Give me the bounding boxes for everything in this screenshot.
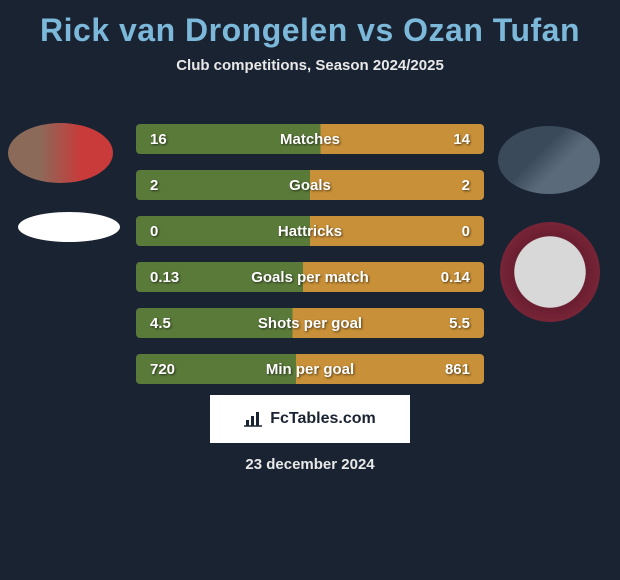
stat-left-value: 4.5: [150, 315, 171, 332]
brand-footer: FcTables.com: [210, 395, 410, 443]
stat-label: Shots per goal: [258, 315, 362, 332]
stat-left-value: 2: [150, 177, 158, 194]
stat-right-value: 14: [453, 131, 470, 148]
stat-row: 0.13 Goals per match 0.14: [136, 262, 484, 292]
stat-right-value: 0.14: [441, 269, 470, 286]
stat-row: 720 Min per goal 861: [136, 354, 484, 384]
comparison-title: Rick van Drongelen vs Ozan Tufan: [0, 0, 620, 49]
stat-right-value: 861: [445, 361, 470, 378]
brand-label: FcTables.com: [270, 410, 376, 428]
stat-left-value: 720: [150, 361, 175, 378]
stats-container: 16 Matches 14 2 Goals 2 0 Hattricks 0 0.13 Goals p…: [136, 124, 484, 400]
stat-row: 2 Goals 2: [136, 170, 484, 200]
stat-label: Min per goal: [266, 361, 354, 378]
footer-date: 23 december 2024: [245, 456, 374, 473]
stat-left-value: 0: [150, 223, 158, 240]
stat-label: Matches: [280, 131, 340, 148]
stat-row: 16 Matches 14: [136, 124, 484, 154]
stat-label: Goals per match: [251, 269, 369, 286]
stat-right-value: 0: [462, 223, 470, 240]
season-subtitle: Club competitions, Season 2024/2025: [0, 57, 620, 74]
stat-row: 0 Hattricks 0: [136, 216, 484, 246]
stat-label: Hattricks: [278, 223, 342, 240]
stat-right-value: 2: [462, 177, 470, 194]
player2-club-badge: [500, 222, 600, 322]
stat-label: Goals: [289, 177, 331, 194]
stat-right-value: 5.5: [449, 315, 470, 332]
player1-club-badge: [18, 212, 120, 242]
player1-avatar: [8, 123, 113, 183]
stat-row: 4.5 Shots per goal 5.5: [136, 308, 484, 338]
stat-left-value: 16: [150, 131, 167, 148]
player2-avatar: [498, 126, 600, 194]
stat-left-value: 0.13: [150, 269, 179, 286]
chart-icon: [244, 410, 264, 428]
